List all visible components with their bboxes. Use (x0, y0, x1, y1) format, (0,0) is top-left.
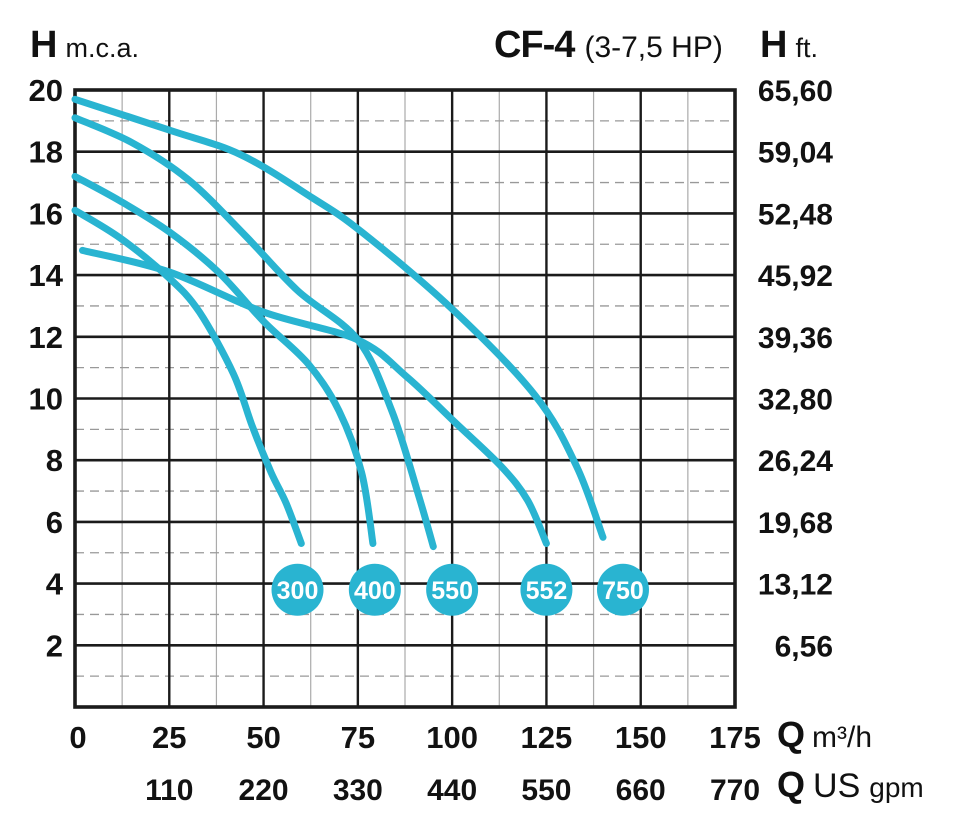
x-axis-tick-label: 100 (426, 720, 478, 755)
y-axis-tick-label: 14 (29, 258, 64, 293)
pump-curve-750 (71, 95, 607, 541)
curve-badge-552 (520, 563, 573, 616)
y-axis-tick-label: 10 (29, 382, 63, 417)
right-axis-symbol: H (760, 24, 787, 66)
page-title: CF-4 (3-7,5 HP) (494, 24, 723, 67)
right-axis-title: H ft. (760, 24, 818, 67)
plot-border (73, 88, 737, 709)
left-axis-unit: m.c.a. (65, 33, 139, 63)
y-axis-tick-label: 8 (46, 443, 63, 478)
y-axis-secondary-tick-label: 45,92 (758, 260, 833, 293)
curve-badge-label-550: 550 (431, 577, 473, 605)
y-axis-tick-label: 12 (29, 320, 63, 355)
pump-curve-552 (79, 246, 550, 547)
left-axis-symbol: H (30, 24, 57, 66)
pump-curve-400 (71, 172, 377, 547)
y-axis-secondary-tick-label: 59,04 (758, 137, 833, 170)
y-axis-secondary-tick-label: 6,56 (775, 630, 833, 663)
x-axis-tick-label: 125 (521, 720, 573, 755)
curve-badge-300 (271, 563, 324, 616)
y-axis-tick-label: 6 (46, 505, 63, 540)
y-axis-secondary-tick-label: 32,80 (758, 384, 833, 417)
flow-symbol-m3h: Q (777, 714, 805, 755)
y-axis-tick-label: 20 (29, 73, 63, 108)
flow-unit-gpm: gpm (869, 772, 924, 803)
right-axis-unit: ft. (795, 33, 818, 63)
y-axis-tick-label: 4 (46, 567, 64, 602)
curve-badge-label-300: 300 (277, 577, 319, 605)
pump-model-name: CF-4 (494, 24, 575, 66)
x-axis-tick-label: 75 (341, 720, 375, 755)
x-axis-tick-label: 50 (246, 720, 280, 755)
y-axis-tick-label: 18 (29, 135, 63, 170)
pump-power-range: (3-7,5 HP) (584, 31, 723, 64)
flow-axis-label-gpm: Q US gpm (777, 764, 924, 806)
flow-unit-m3h: m³/h (812, 721, 873, 754)
pump-curve-550 (71, 114, 437, 551)
flow-symbol-gpm: Q (777, 764, 805, 805)
curve-badge-label-552: 552 (526, 577, 568, 605)
y-axis-secondary-tick-label: 26,24 (758, 445, 833, 478)
curve-badge-label-750: 750 (602, 577, 644, 605)
x-axis-tick-label: 25 (152, 720, 186, 755)
y-axis-secondary-tick-label: 13,12 (758, 569, 833, 602)
x-axis-secondary-tick-label: 440 (427, 774, 477, 807)
y-axis-tick-label: 16 (29, 196, 63, 231)
x-axis-secondary-tick-label: 220 (239, 774, 289, 807)
x-axis-secondary-tick-label: 550 (521, 774, 571, 807)
pump-curve-300 (71, 206, 305, 547)
x-axis-tick-label: 150 (615, 720, 667, 755)
left-axis-title: H m.c.a. (30, 24, 139, 67)
flow-axis-label-m3h: Q m³/h (777, 714, 872, 756)
curve-badge-label-400: 400 (354, 577, 396, 605)
curve-badge-400 (348, 563, 401, 616)
y-axis-secondary-tick-label: 65,60 (758, 75, 833, 108)
curve-badge-750 (596, 563, 649, 616)
x-axis-secondary-tick-label: 660 (616, 774, 666, 807)
x-axis-secondary-tick-label: 770 (710, 774, 760, 807)
y-axis-secondary-tick-label: 19,68 (758, 507, 833, 540)
y-axis-secondary-tick-label: 52,48 (758, 198, 833, 231)
curve-badge-550 (426, 563, 479, 616)
y-axis-secondary-tick-label: 39,36 (758, 322, 833, 355)
x-axis-secondary-tick-label: 330 (333, 774, 383, 807)
flow-unit-us: US (813, 767, 861, 805)
x-axis-tick-label: 175 (709, 720, 761, 755)
x-axis-secondary-tick-label: 110 (145, 774, 193, 807)
y-axis-tick-label: 2 (46, 628, 63, 663)
x-axis-tick-label: 0 (69, 720, 86, 755)
